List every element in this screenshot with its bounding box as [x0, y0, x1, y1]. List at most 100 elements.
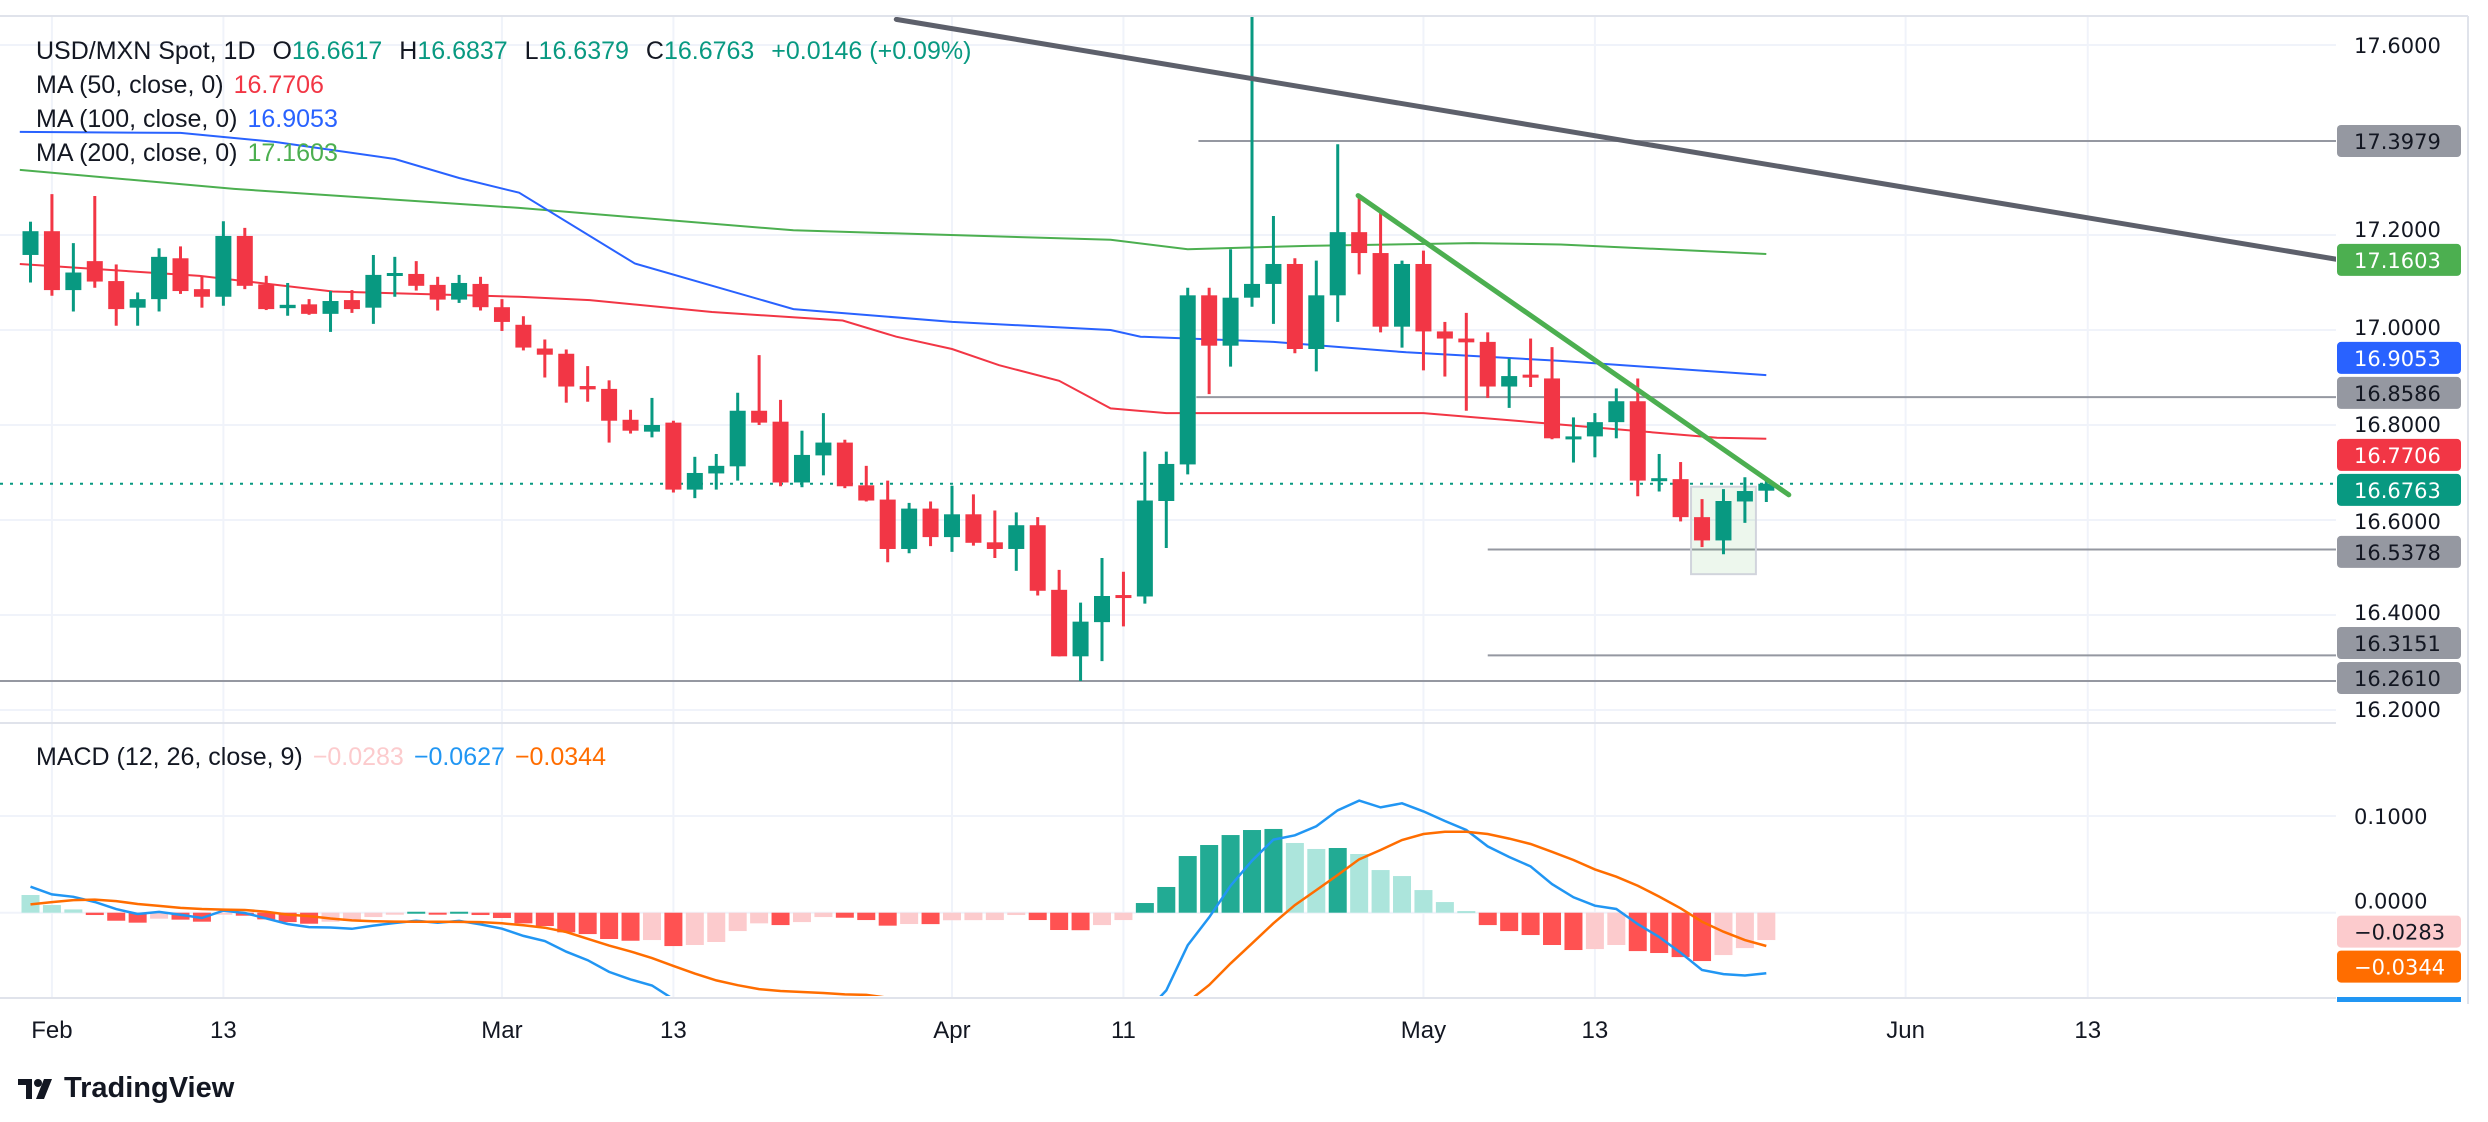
candle[interactable]	[1329, 144, 1346, 322]
candle[interactable]	[65, 243, 82, 312]
candle[interactable]	[365, 254, 382, 324]
time-axis[interactable]: Feb 13 Mar 13 Apr 11 May 13 Jun 13	[31, 1017, 2101, 1044]
candle[interactable]	[1694, 499, 1711, 548]
macd-axis[interactable]: 0.1000 0.0000 −0.0283 −0.0344	[2337, 805, 2461, 1002]
candle[interactable]	[215, 221, 232, 306]
ma50-badge[interactable]: 16.7706	[2337, 438, 2461, 471]
candle[interactable]	[622, 409, 639, 434]
candle[interactable]	[1201, 287, 1218, 395]
candle[interactable]	[108, 264, 125, 326]
candle[interactable]	[1672, 462, 1689, 522]
candle[interactable]	[1736, 477, 1753, 523]
candle[interactable]	[1415, 250, 1432, 371]
macd-signal-badge[interactable]: −0.0344	[2337, 950, 2461, 983]
candle[interactable]	[1544, 347, 1561, 440]
candle[interactable]	[236, 227, 253, 290]
candle[interactable]	[429, 276, 446, 311]
candle[interactable]	[1565, 417, 1582, 463]
candle[interactable]	[1351, 196, 1368, 275]
candle[interactable]	[729, 392, 746, 481]
candle[interactable]	[408, 261, 425, 291]
candle[interactable]	[1286, 258, 1303, 354]
candle[interactable]	[172, 246, 189, 294]
candle[interactable]	[1586, 413, 1603, 458]
candle[interactable]	[193, 275, 210, 308]
last-price-badge[interactable]: 16.6763	[2337, 473, 2461, 506]
candle[interactable]	[708, 453, 725, 490]
candle[interactable]	[751, 355, 768, 425]
candle[interactable]	[1608, 388, 1625, 439]
level-badge[interactable]: 16.2610	[2337, 662, 2461, 695]
candle[interactable]	[1072, 602, 1089, 682]
candle[interactable]	[579, 366, 596, 402]
candle[interactable]	[836, 439, 853, 489]
symbol-legend[interactable]: USD/MXN Spot, 1D O16.6617 H16.6837 L16.6…	[36, 34, 981, 68]
ma200-legend[interactable]: MA (200, close, 0) 17.1603	[36, 136, 348, 170]
candle[interactable]	[858, 465, 875, 502]
candle[interactable]	[129, 292, 146, 326]
candle[interactable]	[1479, 332, 1496, 398]
level-badge[interactable]: 16.3151	[2337, 627, 2461, 660]
candle[interactable]	[472, 276, 489, 311]
candle[interactable]	[1136, 451, 1153, 604]
price-pane[interactable]	[0, 16, 2336, 683]
macd-hist-badge[interactable]: −0.0283	[2337, 915, 2461, 948]
price-axis[interactable]: 17.6000 17.3979 17.2000 17.1603 17.0000 16.90…	[2337, 34, 2461, 722]
candle[interactable]	[1115, 571, 1132, 627]
candle[interactable]	[258, 275, 275, 311]
candle[interactable]	[1715, 489, 1732, 555]
candle[interactable]	[1029, 517, 1046, 596]
candle[interactable]	[558, 349, 575, 403]
tradingview-logo[interactable]: TradingView	[18, 1072, 234, 1105]
macd-legend[interactable]: MACD (12, 26, close, 9) −0.0283 −0.0627 −0.…	[36, 740, 616, 774]
short-term-downtrend-trendline[interactable]	[1355, 193, 1792, 498]
candle[interactable]	[1458, 312, 1475, 411]
level-badge[interactable]: 16.8586	[2337, 376, 2461, 409]
candle[interactable]	[1179, 287, 1196, 475]
candle[interactable]	[943, 485, 960, 552]
candle[interactable]	[1008, 512, 1025, 571]
level-badge[interactable]: 17.3979	[2337, 124, 2461, 157]
candle[interactable]	[1372, 211, 1389, 333]
candle[interactable]	[965, 494, 982, 546]
candle[interactable]	[1158, 451, 1175, 549]
candle[interactable]	[1222, 249, 1239, 367]
ma200-badge[interactable]: 17.1603	[2337, 243, 2461, 276]
candle[interactable]	[1094, 558, 1110, 662]
candle[interactable]	[1501, 358, 1518, 408]
candle[interactable]	[686, 456, 703, 499]
candle[interactable]	[151, 248, 168, 312]
candle[interactable]	[793, 430, 810, 488]
ma50-legend[interactable]: MA (50, close, 0) 16.7706	[36, 68, 334, 102]
candle[interactable]	[279, 282, 296, 316]
candle[interactable]	[772, 399, 789, 487]
candle[interactable]	[22, 221, 39, 283]
candle[interactable]	[1629, 378, 1646, 497]
candle[interactable]	[451, 274, 468, 303]
candle[interactable]	[643, 397, 660, 438]
candle[interactable]	[493, 299, 510, 331]
candle[interactable]	[1522, 338, 1539, 387]
candle[interactable]	[1051, 569, 1068, 657]
candle[interactable]	[601, 380, 618, 443]
candle[interactable]	[1394, 260, 1411, 348]
candle[interactable]	[1758, 480, 1775, 502]
candle[interactable]	[322, 291, 339, 332]
ma100-legend[interactable]: MA (100, close, 0) 16.9053	[36, 102, 348, 136]
candle[interactable]	[1651, 453, 1668, 492]
candle[interactable]	[1308, 260, 1325, 372]
macd-pane[interactable]	[21, 799, 1776, 1038]
candle[interactable]	[901, 502, 918, 554]
candle[interactable]	[515, 316, 532, 351]
candle[interactable]	[1244, 16, 1261, 307]
candle[interactable]	[301, 299, 318, 315]
long-term-downtrend-trendline[interactable]	[893, 16, 2336, 262]
candle[interactable]	[879, 480, 896, 563]
ma100-badge[interactable]: 16.9053	[2337, 341, 2461, 374]
candle[interactable]	[86, 196, 103, 288]
candle[interactable]	[386, 256, 403, 297]
level-badge[interactable]: 16.5378	[2337, 535, 2461, 568]
candle[interactable]	[343, 290, 360, 313]
candle[interactable]	[536, 339, 553, 378]
